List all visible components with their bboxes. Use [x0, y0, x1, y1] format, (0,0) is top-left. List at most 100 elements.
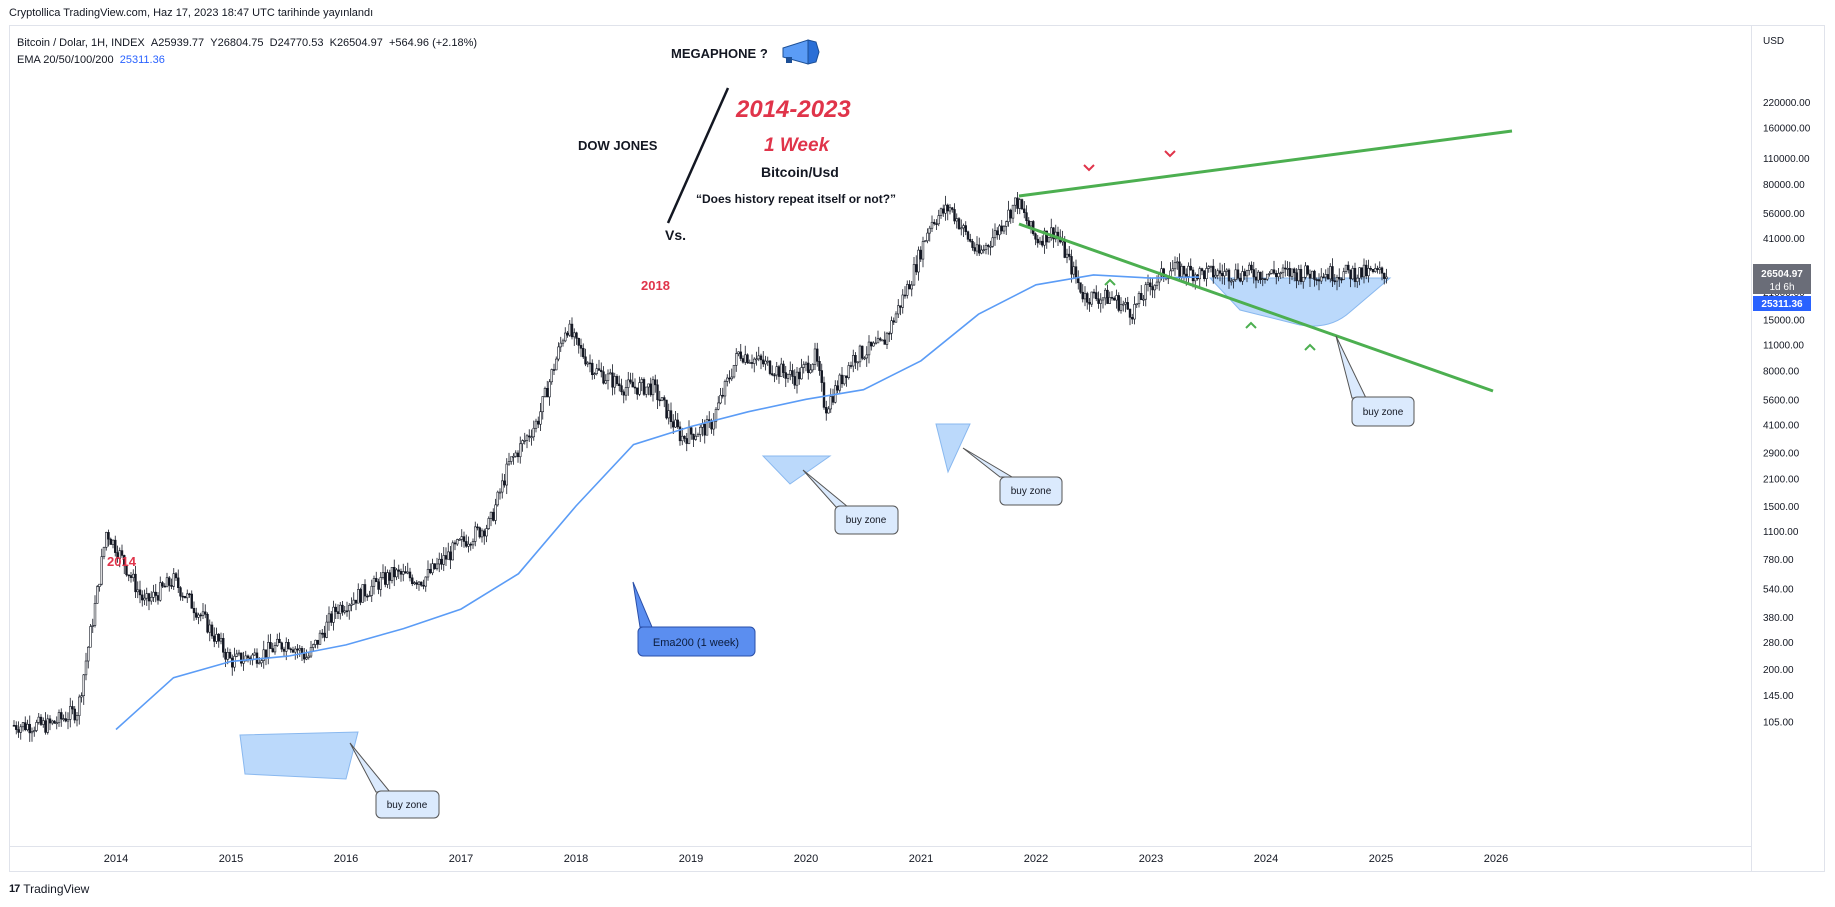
candle-body — [363, 584, 367, 597]
candle-body — [123, 555, 126, 567]
candle-body — [357, 589, 360, 604]
candle-body — [735, 353, 738, 366]
candle-body — [1209, 265, 1213, 268]
megaphone-label: MEGAPHONE ? — [671, 46, 768, 61]
candle-body — [350, 603, 353, 606]
candle-body — [1380, 267, 1384, 274]
candle-body — [771, 373, 774, 376]
candle-body — [1133, 304, 1136, 320]
candle-body — [237, 652, 241, 655]
candle-body — [1241, 271, 1244, 282]
candle-body — [964, 225, 967, 233]
ema-legend-row[interactable]: EMA 20/50/100/200 25311.36 — [17, 52, 477, 69]
candle-body — [951, 207, 954, 210]
candle-body — [766, 360, 769, 363]
candle-body — [633, 386, 637, 389]
candle-body — [759, 355, 763, 361]
candle-body — [748, 362, 751, 364]
candle-body — [465, 541, 468, 547]
buy-zone-3-label: buy zone — [1011, 486, 1052, 497]
title-years: 2014-2023 — [735, 96, 851, 123]
candle-body — [1097, 298, 1100, 304]
candle-body — [687, 427, 691, 444]
candle-body — [843, 375, 846, 385]
candle-body — [93, 603, 97, 626]
candle-body — [753, 358, 756, 364]
candle-body — [1083, 293, 1087, 300]
open-label: A — [150, 37, 159, 49]
candle-body — [1340, 278, 1343, 281]
buy-zone-4-box[interactable] — [1351, 396, 1415, 427]
low-label: D — [269, 37, 278, 49]
buy-zone-1-pointer — [349, 742, 392, 793]
candle-body — [64, 718, 67, 722]
time-tick-label: 2015 — [219, 853, 243, 865]
candle-body — [982, 249, 985, 252]
candle-body — [883, 339, 886, 345]
candle-body — [145, 593, 148, 599]
candle-body — [1245, 270, 1249, 277]
candle-body — [57, 712, 61, 724]
candle-body — [440, 558, 443, 565]
candle-body — [1275, 272, 1278, 278]
candle-body — [1225, 269, 1228, 272]
candle-body — [858, 345, 862, 363]
candle-body — [469, 543, 472, 546]
candle-body — [1214, 274, 1217, 278]
ema-price-value: 25311.36 — [1761, 299, 1803, 310]
price-tick-label: 1100.00 — [1763, 527, 1799, 538]
tradingview-footer[interactable]: 17 TradingView — [9, 882, 89, 896]
candle-body — [912, 264, 916, 286]
candle-body — [600, 369, 603, 373]
candle-body — [1360, 267, 1363, 278]
candle-body — [800, 367, 803, 380]
candle-body — [1151, 286, 1154, 291]
candle-body — [1110, 297, 1114, 299]
candle-body — [1036, 238, 1039, 244]
candle-body — [773, 374, 776, 377]
title-interval: 1 Week — [764, 135, 831, 156]
candle-body — [854, 355, 857, 363]
candle-body — [87, 646, 90, 662]
buy-zone-2-box[interactable] — [834, 505, 899, 535]
candle-body — [926, 232, 929, 242]
candle-body — [125, 565, 128, 576]
candle-body — [915, 264, 918, 273]
candle-body — [667, 410, 670, 419]
candle-body — [213, 635, 216, 642]
candle-body — [451, 542, 454, 561]
candle-body — [1252, 269, 1255, 278]
candle-body — [19, 726, 22, 733]
candle-body — [273, 645, 277, 653]
candle-body — [84, 660, 88, 676]
candle-body — [408, 571, 412, 579]
candle-body — [1308, 273, 1312, 279]
candle-body — [1070, 256, 1073, 275]
candle-body — [1358, 267, 1361, 279]
candle-body — [561, 340, 565, 344]
candle-body — [762, 359, 765, 365]
candle-body — [1029, 221, 1033, 227]
time-axis[interactable]: 2014 2015 2016 2017 2018 2019 2020 2021 2022 2023… — [104, 853, 1508, 865]
candle-body — [345, 610, 349, 613]
candle-body — [217, 633, 220, 642]
close-label: K — [329, 37, 337, 49]
ema-label: EMA 20/50/100/200 — [17, 54, 114, 66]
candle-body — [78, 696, 81, 716]
symbol-legend-row[interactable]: Bitcoin / Dolar, 1H, INDEX A25939.77 Y26… — [17, 35, 477, 52]
candle-body — [1144, 284, 1147, 300]
price-tick-label: 160000.00 — [1763, 124, 1811, 135]
candle-body — [807, 362, 810, 374]
buy-zone-1-box[interactable] — [375, 790, 440, 819]
candle-body — [730, 376, 733, 380]
candle-body — [393, 567, 396, 578]
ema-callout-box[interactable] — [637, 626, 756, 657]
candle-body — [188, 593, 191, 596]
candle-body — [1155, 281, 1159, 286]
candle-body — [260, 660, 263, 664]
candle-body — [156, 595, 160, 601]
candle-body — [1335, 276, 1339, 282]
candle-body — [1353, 268, 1357, 282]
buy-zone-3-box[interactable] — [999, 476, 1063, 506]
